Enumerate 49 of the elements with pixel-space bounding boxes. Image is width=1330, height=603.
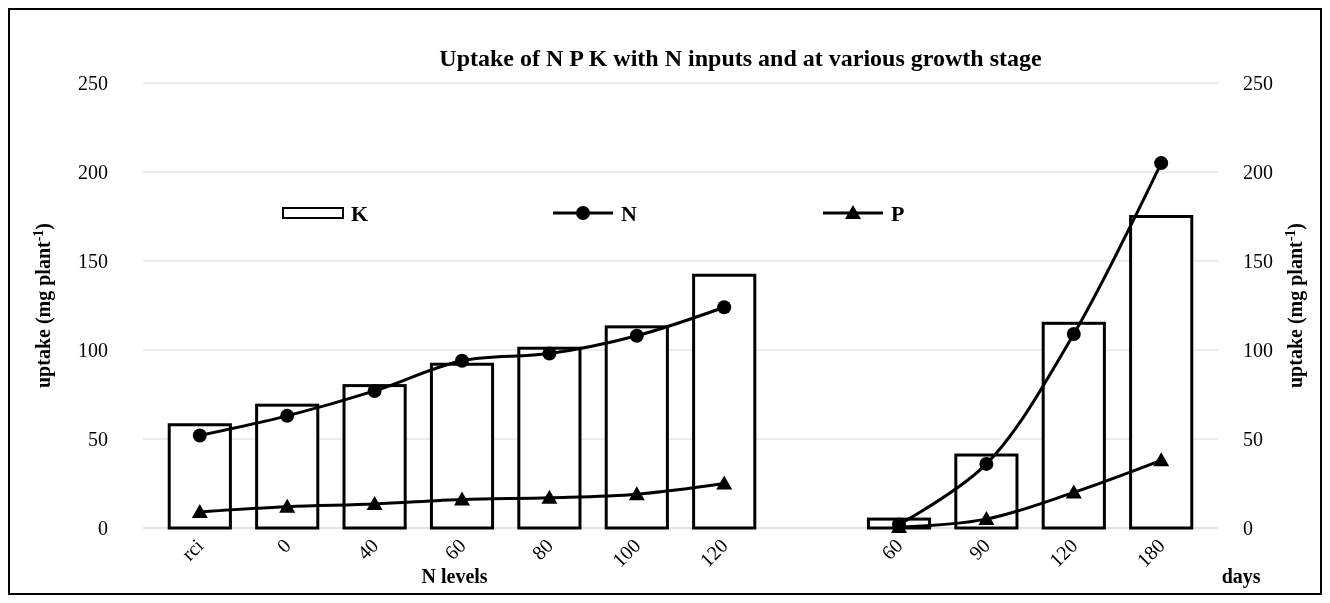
point	[191, 503, 208, 518]
point	[1154, 156, 1169, 171]
point	[978, 511, 995, 526]
point	[542, 346, 557, 361]
x-tick-label: 120	[1044, 534, 1082, 571]
x-tick-label: 120	[695, 534, 732, 571]
point	[366, 495, 383, 510]
y-tick-label: 0	[98, 517, 108, 539]
point	[628, 486, 645, 501]
point	[1153, 452, 1170, 467]
point	[629, 328, 644, 343]
x-axis-title: N levels	[421, 565, 488, 587]
point	[541, 489, 558, 504]
y2-tick-label: 250	[1243, 72, 1273, 94]
point	[280, 408, 295, 423]
y2-tick-label: 200	[1243, 161, 1273, 183]
y-tick-label: 150	[78, 250, 108, 272]
legend-label: N	[621, 200, 637, 226]
x-tick-label: 180	[1132, 534, 1169, 571]
x-tick-label: 90	[964, 534, 995, 564]
point	[454, 491, 470, 506]
y2-tick-label: 50	[1243, 428, 1263, 450]
y2-tick-label: 150	[1243, 250, 1273, 272]
y-tick-label: 100	[78, 339, 108, 361]
x-tick-label: 60	[440, 534, 470, 564]
x-tick-label: 0	[272, 534, 295, 557]
point	[1065, 484, 1082, 499]
y-tick-label: 200	[78, 161, 108, 183]
x-tick-label: 40	[352, 534, 383, 564]
point	[1066, 326, 1081, 341]
y-tick-label: 250	[78, 72, 108, 94]
point	[367, 383, 382, 398]
x-tick-label: 100	[607, 534, 645, 571]
y2-tick-label: 0	[1243, 517, 1253, 539]
point	[455, 353, 469, 368]
x-tick-label: 80	[527, 534, 558, 564]
point	[192, 428, 207, 443]
x-tick-label: rci	[177, 533, 208, 565]
y2-tick-label: 100	[1243, 339, 1273, 361]
y-tick-label: 50	[88, 428, 108, 450]
point	[716, 475, 733, 490]
legend-label: K	[351, 200, 369, 226]
point	[979, 456, 994, 471]
point	[717, 300, 732, 315]
point	[279, 498, 296, 513]
chart-title: Uptake of N P K with N inputs and at various growth stage	[439, 45, 1042, 71]
text: days	[1221, 565, 1261, 588]
legend-label: P	[891, 200, 905, 226]
x-tick-label: 60	[877, 534, 907, 564]
